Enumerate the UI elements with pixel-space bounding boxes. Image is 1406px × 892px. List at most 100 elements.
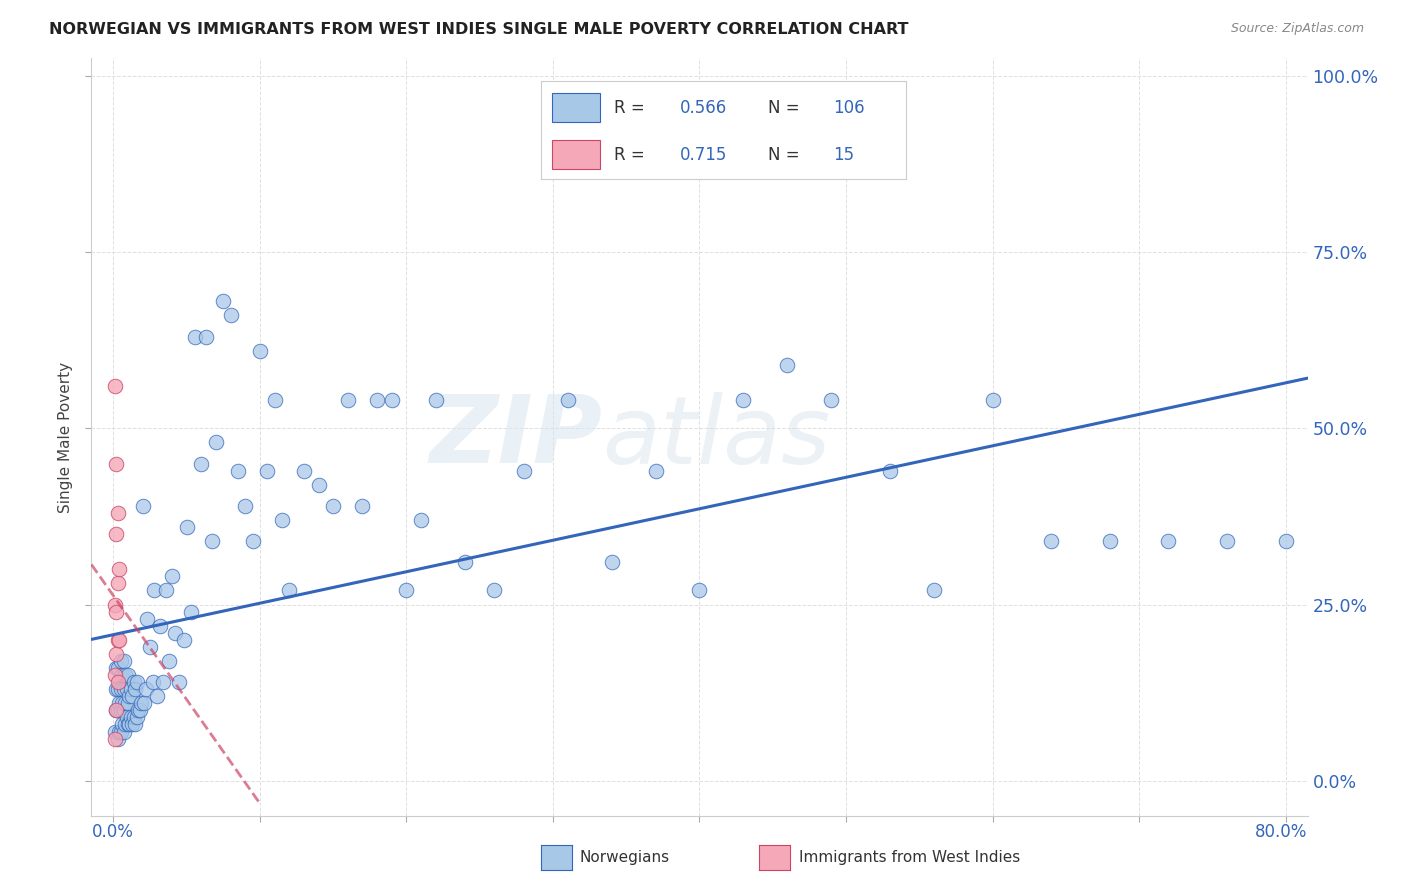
- Point: [118, 690, 141, 704]
- Point: [107, 632, 129, 647]
- Point: [112, 703, 135, 717]
- Point: [194, 329, 217, 343]
- Point: [104, 668, 127, 682]
- Point: [105, 703, 128, 717]
- Point: [366, 392, 388, 407]
- Point: [122, 675, 145, 690]
- Point: [263, 392, 285, 407]
- Point: [107, 506, 129, 520]
- Point: [160, 569, 183, 583]
- Point: [125, 710, 148, 724]
- Point: [922, 583, 945, 598]
- Point: [128, 703, 150, 717]
- Point: [108, 724, 131, 739]
- Text: Norwegians: Norwegians: [579, 850, 669, 864]
- Point: [173, 632, 195, 647]
- Point: [233, 499, 256, 513]
- Point: [134, 696, 156, 710]
- Point: [129, 696, 152, 710]
- Text: atlas: atlas: [602, 392, 831, 483]
- Point: [512, 464, 534, 478]
- Point: [110, 703, 132, 717]
- Text: 0.0%: 0.0%: [91, 823, 134, 841]
- Point: [117, 696, 139, 710]
- Point: [249, 343, 271, 358]
- Point: [110, 724, 132, 739]
- Point: [1040, 534, 1063, 549]
- Point: [107, 682, 129, 697]
- Point: [110, 654, 132, 668]
- Point: [776, 358, 799, 372]
- Point: [124, 717, 146, 731]
- Text: 80.0%: 80.0%: [1256, 823, 1308, 841]
- Point: [118, 717, 141, 731]
- Point: [107, 675, 129, 690]
- Point: [120, 710, 142, 724]
- Point: [104, 598, 127, 612]
- Point: [149, 619, 172, 633]
- Point: [1216, 534, 1239, 549]
- Point: [108, 632, 131, 647]
- Point: [111, 668, 134, 682]
- Point: [600, 555, 623, 569]
- Point: [108, 675, 131, 690]
- Point: [115, 682, 138, 697]
- Point: [981, 392, 1004, 407]
- Point: [190, 457, 212, 471]
- Point: [104, 379, 127, 393]
- Point: [292, 464, 315, 478]
- Point: [142, 675, 165, 690]
- Point: [152, 675, 174, 690]
- Point: [484, 583, 506, 598]
- Point: [1098, 534, 1121, 549]
- Point: [205, 435, 228, 450]
- Point: [127, 703, 149, 717]
- Point: [644, 464, 666, 478]
- Point: [114, 668, 136, 682]
- Point: [108, 562, 131, 576]
- Point: [111, 696, 134, 710]
- Point: [454, 555, 477, 569]
- Point: [136, 612, 159, 626]
- Point: [176, 520, 198, 534]
- Point: [322, 499, 344, 513]
- Point: [157, 654, 180, 668]
- Point: [557, 392, 579, 407]
- Point: [143, 583, 166, 598]
- Point: [146, 690, 169, 704]
- Point: [336, 392, 359, 407]
- Point: [219, 309, 242, 323]
- Point: [139, 640, 162, 654]
- Point: [278, 583, 301, 598]
- Point: [121, 717, 143, 731]
- Point: [135, 682, 157, 697]
- Point: [308, 477, 330, 491]
- Point: [105, 647, 128, 661]
- Text: NORWEGIAN VS IMMIGRANTS FROM WEST INDIES SINGLE MALE POVERTY CORRELATION CHART: NORWEGIAN VS IMMIGRANTS FROM WEST INDIES…: [49, 22, 908, 37]
- Point: [200, 534, 222, 549]
- Point: [105, 527, 128, 541]
- Point: [242, 534, 264, 549]
- Point: [117, 717, 139, 731]
- Point: [124, 682, 146, 697]
- Text: Source: ZipAtlas.com: Source: ZipAtlas.com: [1230, 22, 1364, 36]
- Point: [155, 583, 177, 598]
- Point: [120, 682, 142, 697]
- Point: [395, 583, 418, 598]
- Point: [112, 682, 135, 697]
- Point: [114, 696, 136, 710]
- Point: [409, 513, 432, 527]
- Point: [105, 457, 128, 471]
- Point: [1157, 534, 1180, 549]
- Point: [352, 499, 374, 513]
- Point: [105, 703, 128, 717]
- Point: [131, 499, 153, 513]
- Point: [107, 731, 129, 746]
- Point: [270, 513, 292, 527]
- Point: [112, 654, 135, 668]
- Point: [733, 392, 755, 407]
- Point: [107, 576, 129, 591]
- Point: [169, 675, 191, 690]
- Point: [163, 625, 186, 640]
- Point: [110, 682, 132, 697]
